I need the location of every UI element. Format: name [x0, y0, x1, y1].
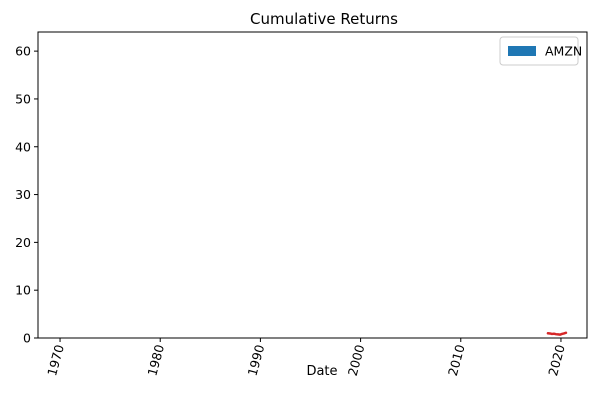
x-tick-label: 1990: [245, 343, 268, 378]
legend-swatch: [508, 46, 536, 56]
series-line-0: [546, 331, 568, 336]
y-tick-label: 20: [15, 235, 31, 250]
x-axis-label: Date: [306, 364, 337, 379]
y-tick-label: 0: [23, 331, 31, 346]
x-tick-label: 2020: [545, 343, 568, 378]
legend-label: AMZN: [545, 44, 582, 59]
legend: AMZN: [499, 36, 582, 66]
x-tick-label: 1980: [144, 343, 167, 378]
y-tick-label: 30: [15, 187, 31, 202]
plot-background: [38, 32, 587, 338]
x-axis-ticks: 1970 1980 1990 2000 2010 2020: [44, 338, 568, 378]
axes-layer: [37, 31, 588, 339]
series-layer: [546, 331, 568, 336]
x-tick-label: 2000: [345, 343, 368, 378]
axes-frame: [37, 31, 588, 339]
y-tick-label: 50: [15, 91, 31, 106]
y-tick-label: 60: [15, 44, 31, 59]
y-axis-ticks: 0 10 20 30 40 50 60: [15, 44, 38, 346]
y-tick-label: 40: [15, 139, 31, 154]
plot-area: [38, 32, 587, 338]
x-tick-label: 2010: [445, 343, 468, 378]
x-tick-label: 1970: [44, 343, 67, 378]
chart-title: Cumulative Returns: [250, 10, 398, 28]
y-tick-label: 10: [15, 283, 31, 298]
legend-box: [499, 36, 579, 66]
